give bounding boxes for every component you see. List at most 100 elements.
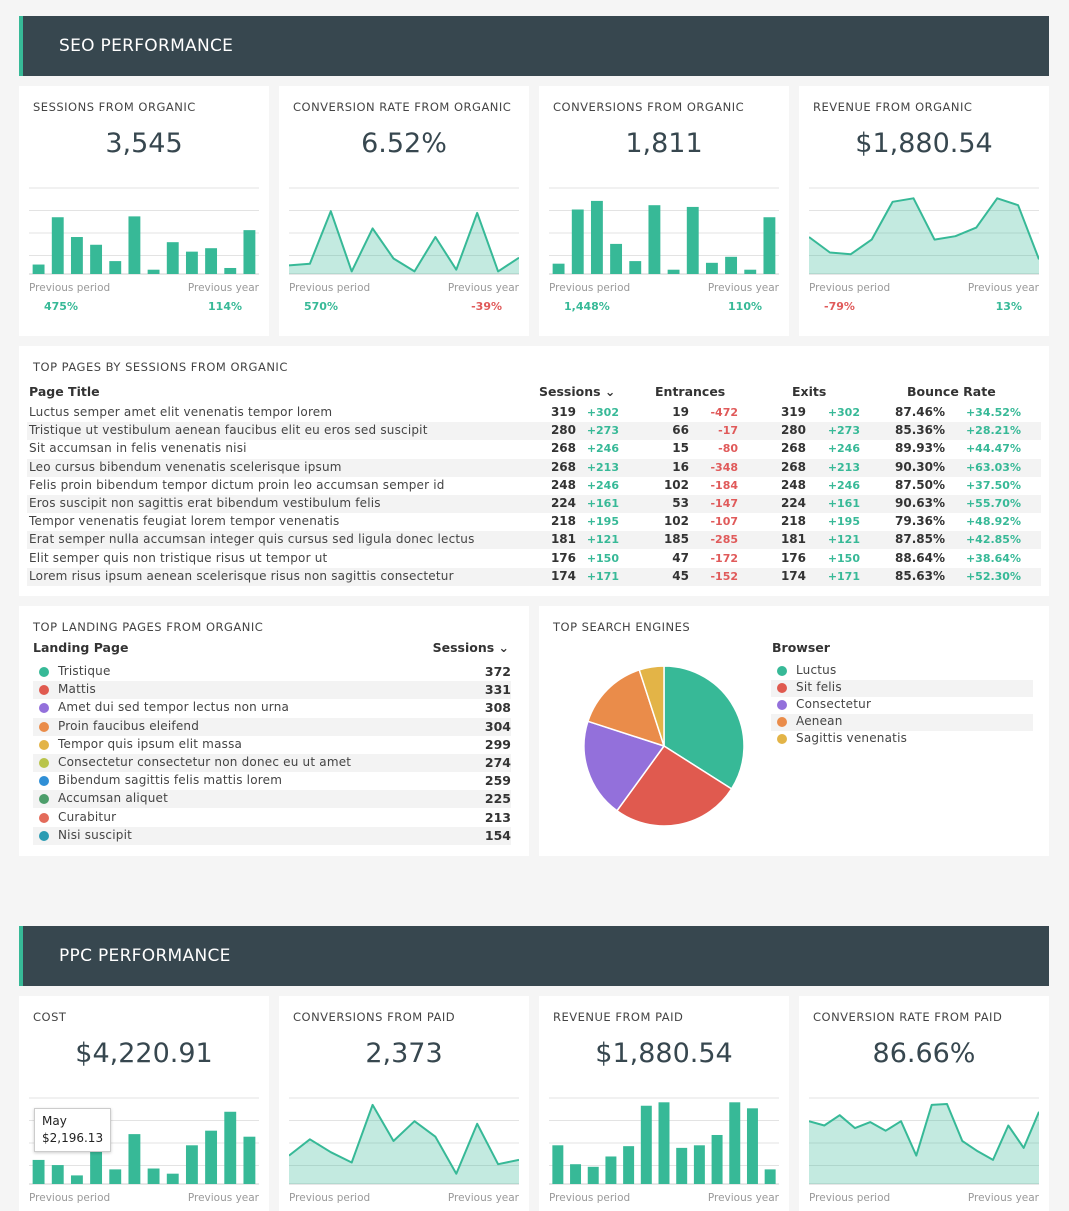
kpi-chart-line[interactable] [289, 210, 519, 273]
list-item[interactable]: Mattis 331 [33, 681, 511, 700]
delta-cell: +150 [827, 551, 860, 565]
kpi-chart-bar[interactable] [725, 256, 738, 274]
kpi-chart-bar[interactable] [693, 1145, 705, 1184]
pie-slice[interactable] [583, 720, 666, 812]
kpi-chart-bar[interactable] [764, 1169, 776, 1184]
pie-slice[interactable] [615, 744, 733, 827]
table-row[interactable]: Leo cursus bibendum venenatis scelerisqu… [27, 458, 1041, 477]
kpi-chart-bar[interactable] [640, 1105, 652, 1184]
kpi-chart-bar[interactable] [610, 243, 623, 274]
table-row[interactable]: Tempor venenatis feugiat lorem tempor ve… [27, 513, 1041, 531]
kpi-chart-bar[interactable] [570, 1164, 582, 1184]
table-row[interactable]: Felis proin bibendum tempor dictum proin… [27, 477, 1041, 495]
kpi-chart-bar[interactable] [32, 264, 45, 274]
kpi-chart-bar[interactable] [744, 269, 757, 274]
table-row[interactable]: Sit accumsan in felis venenatis nisi 268 +… [27, 440, 1041, 458]
kpi-chart-bar[interactable] [587, 1166, 599, 1184]
kpi-chart-bar[interactable] [205, 248, 218, 274]
kpi-chart-bar[interactable] [711, 1134, 723, 1184]
kpi-chart[interactable] [289, 184, 519, 276]
col-entrances[interactable]: Entrances [655, 384, 726, 399]
kpi-chart-bar[interactable] [746, 1108, 758, 1184]
kpi-chart-bar[interactable] [70, 237, 83, 274]
kpi-chart-bar[interactable] [90, 244, 103, 274]
legend-item[interactable]: Sagittis venenatis [771, 731, 1033, 748]
table-row[interactable]: Luctus semper amet elit venenatis tempor… [27, 404, 1041, 422]
list-item[interactable]: Tempor quis ipsum elit massa 299 [33, 736, 511, 754]
kpi-chart-bar[interactable] [667, 269, 680, 274]
kpi-chart-line[interactable] [289, 1103, 519, 1175]
kpi-chart-bar[interactable] [705, 262, 718, 274]
kpi-chart-bar[interactable] [128, 1134, 141, 1184]
kpi-chart-bar[interactable] [185, 251, 198, 274]
kpi-chart-bar[interactable] [686, 206, 699, 274]
kpi-chart-bar[interactable] [676, 1147, 688, 1184]
delta-cell: -472 [710, 406, 738, 419]
kpi-chart-bar[interactable] [658, 1102, 670, 1184]
col-exits[interactable]: Exits [792, 384, 827, 399]
legend-item[interactable]: Aenean [771, 714, 1033, 731]
list-item[interactable]: Accumsan aliquet 225 [33, 790, 511, 809]
kpi-chart-bar[interactable] [185, 1145, 198, 1184]
ppc-section-title: PPC PERFORMANCE [59, 946, 231, 966]
kpi-chart[interactable] [289, 1094, 519, 1186]
table-row[interactable]: Tristique ut vestibulum aenean faucibus … [27, 422, 1041, 441]
kpi-chart-bar[interactable] [109, 261, 122, 274]
kpi-chart-bar[interactable] [629, 261, 642, 274]
kpi-chart-bar[interactable] [763, 217, 776, 274]
kpi-chart[interactable] [809, 1094, 1039, 1186]
kpi-chart[interactable] [809, 184, 1039, 276]
table-row[interactable]: Erat semper nulla accumsan integer quis … [27, 531, 1041, 550]
kpi-chart-bar[interactable] [166, 242, 179, 274]
list-item[interactable]: Bibendum sagittis felis mattis lorem 259 [33, 772, 511, 790]
list-item[interactable]: Amet dui sed tempor lectus non urna 308 [33, 699, 511, 717]
seo-kpi-card: CONVERSIONS FROM ORGANIC 1,811 Previous pe… [539, 86, 789, 336]
kpi-chart-bar[interactable] [648, 205, 661, 274]
table-row[interactable]: Eros suscipit non sagittis erat bibendum… [27, 495, 1041, 513]
kpi-chart-bar[interactable] [552, 1145, 564, 1184]
kpi-chart-bar[interactable] [147, 269, 160, 274]
list-item[interactable]: Curabitur 213 [33, 809, 511, 827]
list-item[interactable]: Consectetur consectetur non donec eu ut … [33, 754, 511, 772]
kpi-chart-bar[interactable] [729, 1102, 741, 1184]
kpi-chart-bar[interactable] [590, 200, 603, 274]
kpi-chart-bar[interactable] [109, 1169, 122, 1184]
kpi-chart-bar[interactable] [51, 217, 64, 274]
kpi-chart-bar[interactable] [70, 1175, 83, 1184]
legend-item[interactable]: Consectetur [771, 697, 1033, 714]
kpi-chart-bar[interactable] [32, 1159, 45, 1184]
table-row[interactable]: Lorem risus ipsum aenean scelerisque ris… [27, 567, 1041, 586]
kpi-chart-bar[interactable] [243, 230, 256, 274]
kpi-chart-bar[interactable] [552, 263, 565, 274]
col-landing-sessions-sort[interactable]: Sessions ⌄ [432, 640, 509, 655]
list-item[interactable]: Tristique 372 [33, 663, 511, 681]
kpi-chart-bar[interactable] [224, 267, 237, 274]
kpi-chart-area [809, 1104, 1039, 1184]
kpi-chart-bar[interactable] [128, 216, 141, 274]
kpi-chart-bar[interactable] [205, 1130, 218, 1184]
page-title-cell: Elit semper quis non tristique risus ut … [29, 550, 328, 565]
kpi-chart-line[interactable] [809, 1103, 1039, 1161]
legend-item[interactable]: Luctus [771, 663, 1033, 680]
kpi-chart[interactable] [549, 1094, 779, 1186]
kpi-chart[interactable] [549, 184, 779, 276]
kpi-chart-line[interactable] [809, 197, 1039, 260]
kpi-chart-bar[interactable] [90, 1149, 103, 1184]
table-row[interactable]: Elit semper quis non tristique risus ut … [27, 550, 1041, 568]
kpi-chart-bar[interactable] [605, 1156, 617, 1184]
kpi-chart-bar[interactable] [571, 209, 584, 275]
kpi-chart-bar[interactable] [224, 1111, 237, 1184]
kpi-chart-bar[interactable] [51, 1165, 64, 1184]
kpi-chart-bar[interactable] [243, 1136, 256, 1184]
list-item[interactable]: Nisi suscipit 154 [33, 826, 511, 845]
pie-slice[interactable] [638, 665, 665, 747]
kpi-chart[interactable] [29, 184, 259, 276]
value-cell: 218 [550, 514, 576, 529]
kpi-chart-bar[interactable] [623, 1146, 635, 1184]
legend-item[interactable]: Sit felis [771, 680, 1033, 697]
col-bounce-rate[interactable]: Bounce Rate [907, 384, 996, 399]
kpi-chart-bar[interactable] [147, 1168, 160, 1184]
col-sessions-sort[interactable]: Sessions ⌄ [539, 384, 616, 399]
kpi-chart-bar[interactable] [166, 1173, 179, 1184]
list-item[interactable]: Proin faucibus eleifend 304 [33, 717, 511, 736]
